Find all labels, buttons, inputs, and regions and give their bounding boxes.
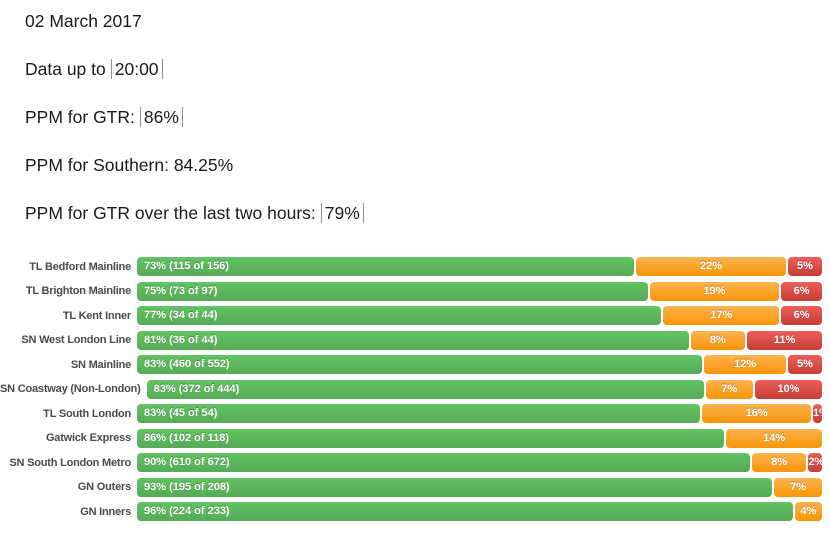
on-time-segment: 96% (224 of 233) bbox=[137, 502, 793, 521]
data-up-to-label: Data up to bbox=[25, 59, 106, 79]
bar-track: 93% (195 of 208) 7% bbox=[137, 477, 822, 497]
on-time-segment: 77% (34 of 44) bbox=[137, 306, 662, 325]
very-late-segment: 6% bbox=[781, 281, 822, 301]
on-time-segment: 83% (372 of 444) bbox=[146, 379, 704, 399]
row-label: TL Brighton Mainline bbox=[25, 285, 131, 297]
ppm-stacked-bar-chart: TL Bedford Mainline 73% (115 of 156) 22% 5%… bbox=[0, 257, 822, 521]
bar-track: 83% (460 of 552) 12% 5% bbox=[137, 355, 822, 374]
very-late-segment: 5% bbox=[787, 355, 822, 374]
row-label: GN Inners bbox=[80, 505, 131, 518]
bar-row: TL Kent Inner 77% (34 of 44) 17% 6% bbox=[0, 306, 822, 325]
ppm-gtr-line: PPM for GTR: 86% bbox=[25, 107, 830, 127]
report-header: 02 March 2017 Data up to 20:00 PPM for GT… bbox=[0, 0, 830, 223]
bar-row: Gatwick Express 86% (102 of 118) 14% bbox=[0, 428, 822, 448]
bar-row: TL Bedford Mainline 73% (115 of 156) 22% 5% bbox=[0, 257, 822, 276]
bar-track: 96% (224 of 233) 4% bbox=[137, 502, 822, 521]
on-time-segment: 93% (195 of 208) bbox=[137, 477, 773, 497]
bar-row: GN Inners 96% (224 of 233) 4% bbox=[0, 502, 822, 521]
data-up-to-line: Data up to 20:00 bbox=[25, 59, 830, 79]
bar-track: 81% (36 of 44) 8% 11% bbox=[137, 330, 822, 350]
ppm-gtr-2h-label: PPM for GTR over the last two hours: bbox=[25, 203, 316, 223]
row-label: SN West London Line bbox=[21, 334, 131, 346]
bar-track: 75% (73 of 97) 19% 6% bbox=[137, 281, 822, 301]
bar-row: SN West London Line 81% (36 of 44) 8% 11% bbox=[0, 330, 822, 350]
very-late-segment: 10% bbox=[754, 379, 822, 399]
late-segment: 17% bbox=[663, 306, 780, 325]
bar-track: 73% (115 of 156) 22% 5% bbox=[137, 257, 822, 276]
bar-row: GN Outers 93% (195 of 208) 7% bbox=[0, 477, 822, 497]
bar-row: SN Coastway (Non-London) 83% (372 of 444)… bbox=[0, 379, 822, 399]
on-time-segment: 83% (460 of 552) bbox=[137, 355, 703, 374]
very-late-segment: 6% bbox=[781, 306, 822, 325]
late-segment: 8% bbox=[690, 330, 746, 350]
data-up-to-value-field[interactable]: 20:00 bbox=[110, 59, 163, 79]
late-segment: 19% bbox=[649, 281, 780, 301]
bar-row: TL South London 83% (45 of 54)16%1% bbox=[0, 404, 822, 423]
on-time-segment: 86% (102 of 118) bbox=[137, 428, 725, 448]
row-label: TL Bedford Mainline bbox=[29, 260, 131, 273]
late-segment: 12% bbox=[704, 355, 786, 374]
ppm-gtr-2h-line: PPM for GTR over the last two hours: 79% bbox=[25, 203, 830, 223]
very-late-segment: 5% bbox=[787, 257, 822, 276]
report-date: 02 March 2017 bbox=[25, 11, 142, 31]
bar-track: 77% (34 of 44) 17% 6% bbox=[137, 306, 822, 325]
late-segment: 22% bbox=[636, 257, 786, 276]
very-late-segment: 1% bbox=[813, 404, 822, 423]
row-label: SN Mainline bbox=[70, 358, 131, 371]
ppm-southern-line: PPM for Southern: 84.25% bbox=[25, 155, 234, 175]
bar-track: 83% (372 of 444) 7% 10% bbox=[146, 379, 822, 399]
late-segment: 16% bbox=[702, 404, 811, 423]
on-time-segment: 81% (36 of 44) bbox=[137, 330, 689, 350]
row-label: TL Kent Inner bbox=[62, 309, 131, 322]
row-label: SN South London Metro bbox=[9, 456, 131, 469]
row-label: TL South London bbox=[43, 407, 131, 420]
bar-track: 90% (610 of 672)8%2% bbox=[137, 453, 822, 472]
bar-track: 83% (45 of 54)16%1% bbox=[137, 404, 822, 423]
row-label: GN Outers bbox=[77, 481, 131, 493]
very-late-segment: 11% bbox=[747, 330, 822, 350]
ppm-gtr-label: PPM for GTR: bbox=[25, 107, 135, 127]
bar-row: SN Mainline 83% (460 of 552) 12% 5% bbox=[0, 355, 822, 374]
ppm-gtr-2h-value-field[interactable]: 79% bbox=[320, 203, 364, 223]
very-late-segment: 2% bbox=[808, 453, 822, 472]
bar-track: 86% (102 of 118) 14% bbox=[137, 428, 822, 448]
on-time-segment: 75% (73 of 97) bbox=[137, 281, 648, 301]
on-time-segment: 90% (610 of 672) bbox=[137, 453, 750, 472]
late-segment: 7% bbox=[705, 379, 753, 399]
row-label: SN Coastway (Non-London) bbox=[0, 383, 141, 395]
on-time-segment: 83% (45 of 54) bbox=[137, 404, 701, 423]
bar-row: TL Brighton Mainline 75% (73 of 97) 19% 6% bbox=[0, 281, 822, 301]
ppm-gtr-value-field[interactable]: 86% bbox=[139, 107, 183, 127]
late-segment: 8% bbox=[751, 453, 807, 472]
on-time-segment: 73% (115 of 156) bbox=[137, 257, 635, 276]
late-segment: 4% bbox=[794, 502, 822, 521]
bar-row: SN South London Metro 90% (610 of 672) 8% 2… bbox=[0, 453, 822, 472]
late-segment: 14% bbox=[726, 428, 822, 448]
row-label: Gatwick Express bbox=[45, 432, 131, 444]
late-segment: 7% bbox=[774, 477, 822, 497]
